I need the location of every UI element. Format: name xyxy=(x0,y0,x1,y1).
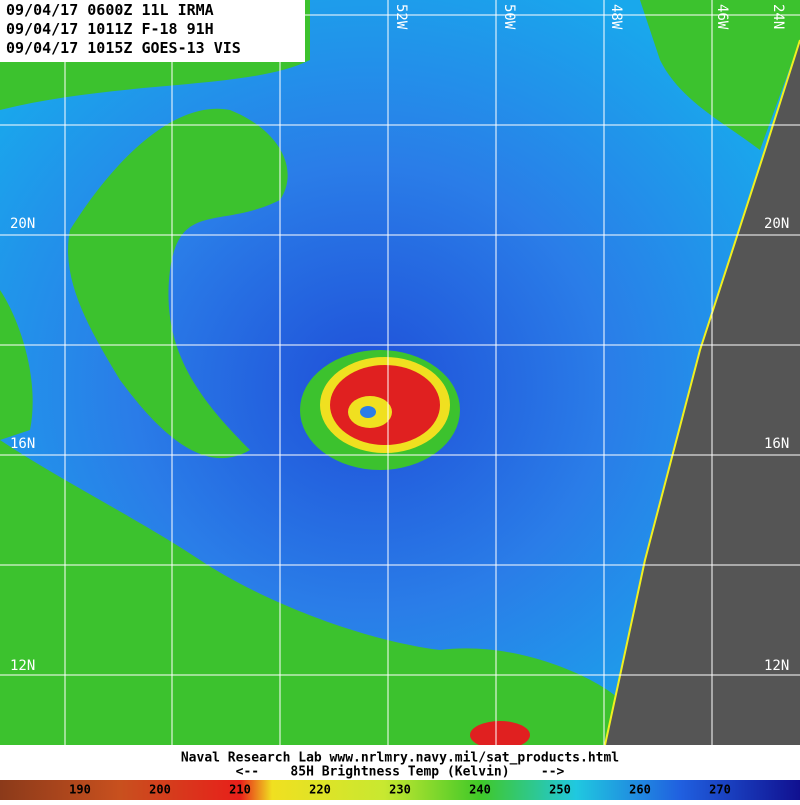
credit: Naval Research Lab www.nrlmry.navy.mil/s… xyxy=(181,751,619,766)
longitude-label: 50W xyxy=(501,4,517,30)
latitude-label: 20N xyxy=(10,216,35,232)
longitude-label: 48W xyxy=(608,4,624,30)
graticule xyxy=(0,0,800,745)
colorbar-label: 220 xyxy=(309,783,331,797)
latitude-label: 16N xyxy=(10,436,35,452)
scale-title: <-- 85H Brightness Temp (Kelvin) --> xyxy=(236,765,565,780)
longitude-label: 46W xyxy=(714,4,730,30)
colorbar-label: 270 xyxy=(709,783,731,797)
colorbar-label: 250 xyxy=(549,783,571,797)
header-line: 09/04/17 1011Z F-18 91H xyxy=(6,20,214,38)
footer-box xyxy=(0,745,800,780)
colorbar-label: 190 xyxy=(69,783,91,797)
header-line: 09/04/17 1015Z GOES-13 VIS xyxy=(6,39,241,57)
image-layer xyxy=(0,0,800,749)
colorbar-label: 210 xyxy=(229,783,251,797)
colorbar-label: 240 xyxy=(469,783,491,797)
longitude-label: 52W xyxy=(393,4,409,30)
header-line: 09/04/17 0600Z 11L IRMA xyxy=(6,1,214,19)
colorbar-label: 260 xyxy=(629,783,651,797)
longitude-label: 24N xyxy=(770,4,786,29)
latitude-label: 16N xyxy=(764,436,789,452)
latitude-label: 12N xyxy=(764,658,789,674)
colorbar-label: 200 xyxy=(149,783,171,797)
latitude-label: 20N xyxy=(764,216,789,232)
header-box xyxy=(0,0,305,62)
colorbar xyxy=(0,780,800,800)
colorbar-label: 230 xyxy=(389,783,411,797)
latitude-label: 12N xyxy=(10,658,35,674)
